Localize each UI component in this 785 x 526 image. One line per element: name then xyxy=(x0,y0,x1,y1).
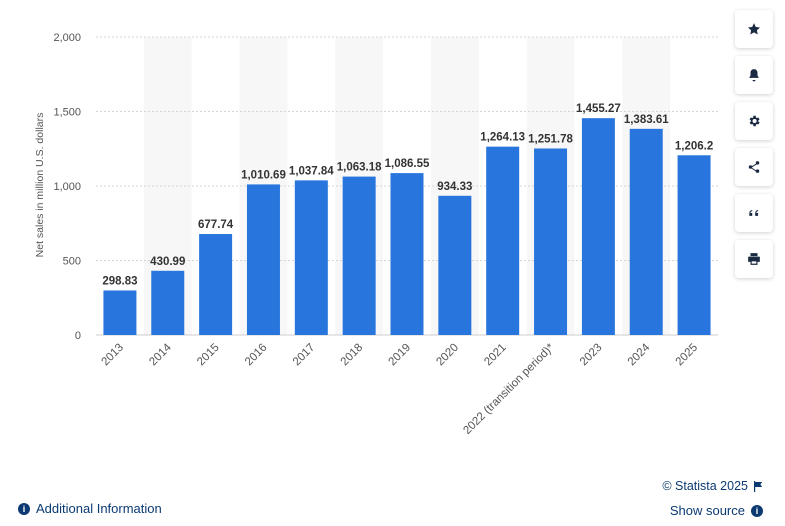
data-label: 1,383.61 xyxy=(624,114,669,126)
bar[interactable] xyxy=(246,184,280,335)
gear-icon xyxy=(749,115,760,127)
quote-icon xyxy=(749,210,759,216)
show-source-label: Show source xyxy=(669,503,745,518)
print-icon xyxy=(748,253,760,265)
data-label: 1,251.78 xyxy=(528,133,573,145)
x-tick-label: 2024 xyxy=(626,341,653,368)
data-label: 677.74 xyxy=(198,219,234,231)
bar[interactable] xyxy=(294,180,328,335)
x-tick-label: 2025 xyxy=(674,342,701,369)
bars xyxy=(103,118,711,336)
info-icon: i xyxy=(18,502,30,515)
bar[interactable] xyxy=(486,146,520,335)
bar[interactable] xyxy=(103,290,137,335)
y-tick-label: 0 xyxy=(75,330,81,342)
data-label: 1,063.18 xyxy=(337,162,382,174)
additional-information-label: Additional Information xyxy=(36,501,162,516)
bar[interactable] xyxy=(199,234,233,335)
y-axis-title: Net sales in million U.S. dollars xyxy=(34,113,46,258)
show-source-link[interactable]: Show source i xyxy=(670,503,763,518)
data-labels: 298.83 430.99 677.74 1,010.69 1,037.84 1,063.… xyxy=(102,103,713,287)
x-tick-label: 2020 xyxy=(434,342,461,369)
bar[interactable] xyxy=(534,148,568,335)
share-button[interactable] xyxy=(735,148,773,186)
bar[interactable] xyxy=(390,173,424,335)
statista-credit-link[interactable]: © Statista 2025 xyxy=(662,479,763,493)
star-icon xyxy=(747,23,761,35)
data-label: 1,086.55 xyxy=(385,158,430,170)
y-tick-label: 2,000 xyxy=(53,32,81,44)
y-tick-label: 1,000 xyxy=(53,181,81,193)
additional-information-link[interactable]: i Additional Information xyxy=(18,501,162,516)
bar[interactable] xyxy=(151,270,185,335)
x-tick-label: 2017 xyxy=(291,342,318,369)
side-toolbar xyxy=(735,10,773,278)
data-label: 1,206.2 xyxy=(675,140,713,152)
flag-icon xyxy=(753,480,763,492)
bar[interactable] xyxy=(629,128,663,335)
x-tick-label: 2013 xyxy=(99,342,126,369)
data-label: 1,455.27 xyxy=(576,103,621,115)
x-tick-label: 2022 (transition period)* xyxy=(461,341,557,437)
data-label: 1,010.69 xyxy=(241,169,286,181)
bar[interactable] xyxy=(438,195,472,335)
y-tick-label: 500 xyxy=(63,256,81,268)
x-tick-label: 2019 xyxy=(387,342,414,369)
x-tick-label: 2016 xyxy=(243,342,270,369)
bar-chart: 0 500 1,000 1,500 2,000 298.83 430.99 677.74 1,… xyxy=(34,32,718,437)
x-axis-ticks: 2013 2014 2015 2016 2017 2018 2019 2020 20212022… xyxy=(99,341,700,437)
credit-label: © Statista 2025 xyxy=(662,479,748,493)
x-tick-label: 2023 xyxy=(578,342,605,369)
y-axis-ticks: 0 500 1,000 1,500 2,000 xyxy=(53,32,81,342)
cite-button[interactable] xyxy=(735,194,773,232)
bell-icon xyxy=(749,69,759,82)
y-tick-label: 1,500 xyxy=(53,107,81,119)
settings-button[interactable] xyxy=(735,102,773,140)
data-label: 934.33 xyxy=(437,181,472,193)
notification-button[interactable] xyxy=(735,56,773,94)
info-icon: i xyxy=(751,504,763,517)
x-tick-label: 2021 xyxy=(482,342,509,369)
favorite-button[interactable] xyxy=(735,10,773,48)
data-label: 430.99 xyxy=(150,256,185,268)
x-tick-label: 2018 xyxy=(339,342,366,369)
data-label: 298.83 xyxy=(102,275,137,287)
share-icon xyxy=(748,161,760,173)
print-button[interactable] xyxy=(735,240,773,278)
data-label: 1,264.13 xyxy=(480,132,525,144)
data-label: 1,037.84 xyxy=(289,165,334,177)
bar[interactable] xyxy=(581,118,615,336)
bar[interactable] xyxy=(677,155,711,335)
x-tick-label: 2014 xyxy=(147,341,174,368)
x-tick-label: 2015 xyxy=(195,342,222,369)
bar[interactable] xyxy=(342,176,376,335)
